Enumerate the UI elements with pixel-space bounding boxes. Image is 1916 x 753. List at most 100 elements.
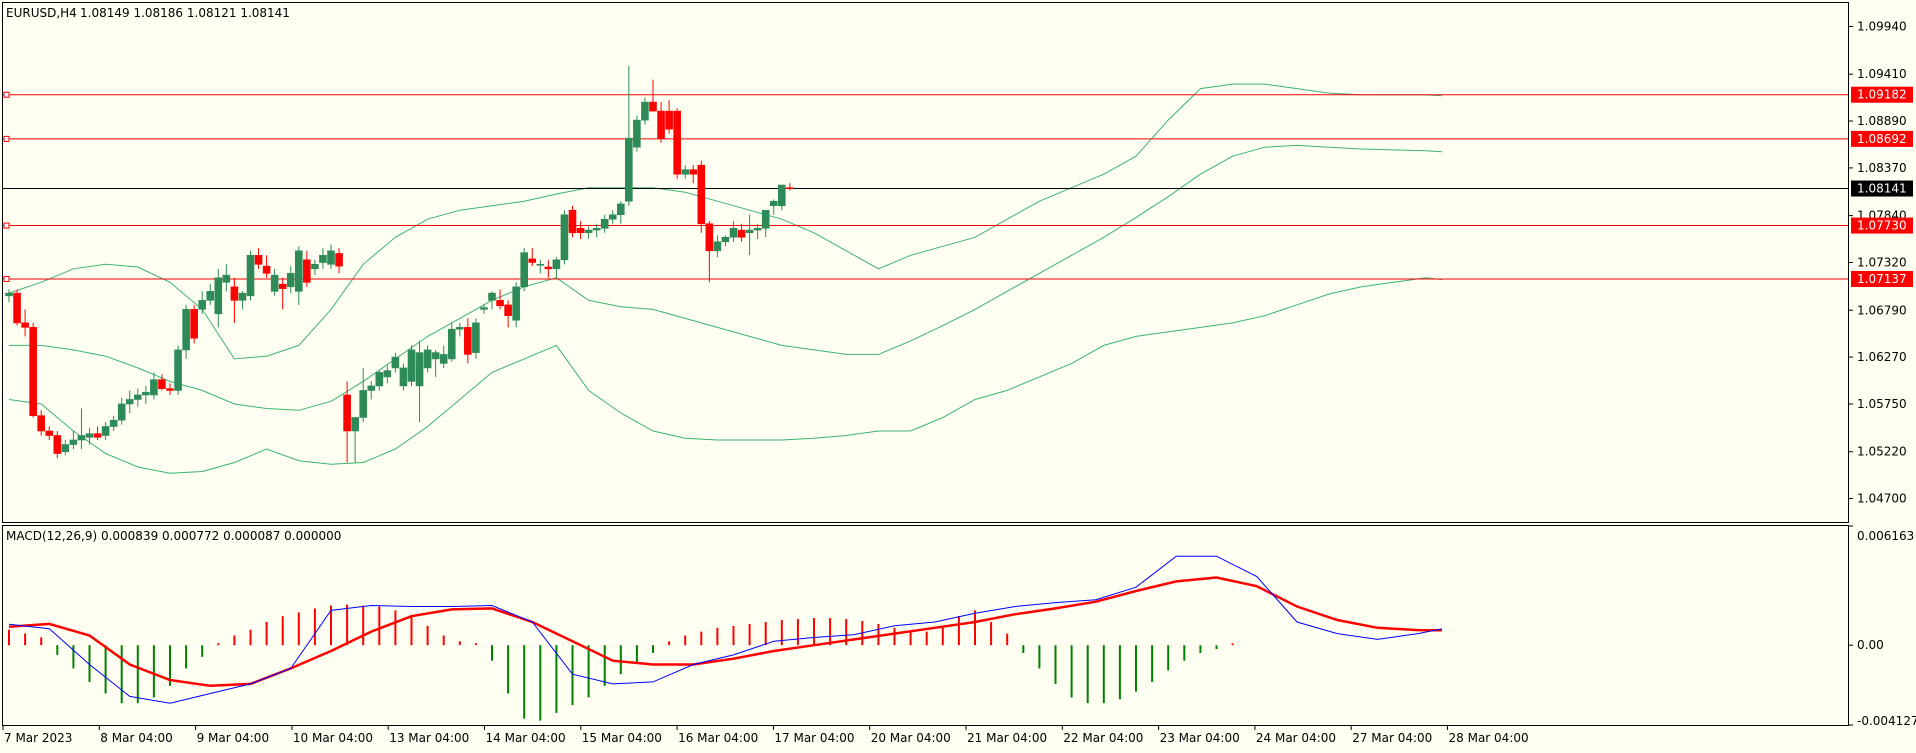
level-price-tag — [1851, 270, 1913, 287]
bollinger-middle-line — [9, 144, 1442, 411]
macd-tick-label: 0.00 — [1857, 638, 1884, 652]
price-tick-label: 1.08370 — [1857, 161, 1907, 175]
candle-bull — [174, 349, 182, 391]
time-tick-label: 21 Mar 04:00 — [967, 731, 1047, 745]
candle-bear — [528, 258, 537, 263]
time-tick-label: 10 Mar 04:00 — [293, 731, 373, 745]
candle-bull — [142, 391, 150, 396]
time-tick-label: 20 Mar 04:00 — [871, 731, 951, 745]
candle-bull — [536, 264, 545, 266]
horizontal-levels[interactable]: 1.08141 1.09182 1.08692 1.07730 1.07137 — [3, 86, 1913, 287]
candle-bull — [681, 169, 690, 175]
time-tick-label: 15 Mar 04:00 — [582, 731, 662, 745]
candle-bull — [101, 426, 110, 436]
price-tick-label: 1.04700 — [1857, 492, 1907, 506]
level-handle[interactable] — [3, 135, 10, 142]
level-price-tag — [1851, 130, 1913, 147]
candle-bull — [713, 241, 722, 252]
time-tick-label: 17 Mar 04:00 — [774, 731, 854, 745]
level-price-label: 1.07137 — [1857, 272, 1907, 286]
candle-bear — [737, 229, 746, 238]
macd-lines — [8, 555, 1442, 704]
level-price-label: 1.09182 — [1857, 88, 1907, 102]
macd-tick-label: -0.004127 — [1857, 714, 1916, 728]
candle-bear — [335, 253, 343, 267]
candle-bull — [383, 370, 392, 378]
level-handle[interactable] — [3, 275, 10, 282]
candle-bull — [327, 250, 335, 265]
price-tick-label: 1.08890 — [1857, 114, 1907, 128]
candle-bull — [584, 229, 593, 234]
current-price-tag — [1851, 180, 1913, 197]
candle-bear — [665, 110, 673, 130]
level-handle[interactable] — [3, 222, 10, 229]
candle-bull — [721, 236, 730, 243]
candle-bear — [45, 430, 54, 436]
candle-bull — [222, 274, 231, 283]
candle-bull — [439, 354, 448, 364]
time-tick-label: 9 Mar 04:00 — [197, 731, 270, 745]
candle-bull — [182, 309, 190, 351]
time-axis: 7 Mar 2023 8 Mar 04:00 9 Mar 04:00 10 Mar 0… — [2, 726, 1529, 745]
candle-bear — [303, 259, 311, 283]
candle-bull — [117, 403, 126, 421]
candle-bear — [262, 265, 271, 274]
candle-bull — [769, 200, 778, 207]
signal-line — [8, 576, 1442, 688]
candle-bull — [311, 264, 319, 270]
candle-bear — [37, 415, 46, 432]
candle-bear — [673, 110, 681, 175]
candle-bull — [77, 435, 86, 441]
candle-bull — [351, 417, 359, 432]
candle-bear — [705, 223, 714, 252]
candle-bull — [198, 300, 206, 310]
candle-bull — [641, 101, 649, 121]
candle-bull — [512, 286, 520, 321]
macd-histogram — [8, 604, 1234, 721]
macd-axis: 0.006163 0.00 -0.004127 — [1849, 525, 1916, 728]
candle-bull — [69, 439, 78, 445]
time-tick-label: 23 Mar 04:00 — [1160, 731, 1240, 745]
price-tick-label: 1.05750 — [1857, 397, 1907, 411]
candle-bear — [93, 433, 102, 438]
candle-bull — [625, 137, 633, 202]
candle-bull — [633, 119, 641, 148]
candle-bull — [753, 227, 762, 231]
symbol-label: EURUSD,H4 — [6, 6, 77, 20]
time-tick-label: 27 Mar 04:00 — [1352, 731, 1432, 745]
candle-bull — [109, 419, 118, 427]
candle-bear — [254, 254, 263, 265]
time-tick-label: 14 Mar 04:00 — [486, 731, 566, 745]
candle-bull — [592, 227, 601, 231]
candles — [5, 66, 794, 463]
candle-bear — [21, 322, 29, 328]
macd-tick-label: 0.006163 — [1857, 529, 1914, 543]
candle-bear — [786, 187, 794, 190]
level-price-tag — [1851, 86, 1913, 103]
candle-bear — [697, 164, 706, 225]
candle-bear — [53, 435, 62, 454]
candle-bull — [488, 292, 496, 301]
candle-bull — [214, 277, 223, 315]
candle-bull — [206, 291, 215, 301]
candle-bull — [608, 214, 617, 220]
candle-bull — [367, 385, 376, 391]
price-tick-label: 1.06270 — [1857, 350, 1907, 364]
candle-bear — [230, 286, 239, 301]
level-handle[interactable] — [3, 91, 10, 98]
price-tick-label: 1.07320 — [1857, 256, 1907, 270]
time-tick-label: 28 Mar 04:00 — [1449, 731, 1529, 745]
candle-bear — [576, 227, 585, 234]
ohlc-label: 1.08149 1.08186 1.08121 1.08141 — [80, 6, 290, 20]
candle-bull — [480, 307, 488, 310]
candle-bear — [464, 327, 472, 355]
candle-bull — [600, 218, 609, 229]
candle-bull — [270, 274, 279, 292]
macd-pane-border — [2, 525, 1849, 726]
candle-bull — [359, 390, 368, 418]
candle-bull — [294, 250, 303, 292]
time-tick-label: 22 Mar 04:00 — [1063, 731, 1143, 745]
bollinger-upper-line — [8, 83, 1442, 360]
candle-bull — [455, 327, 464, 330]
